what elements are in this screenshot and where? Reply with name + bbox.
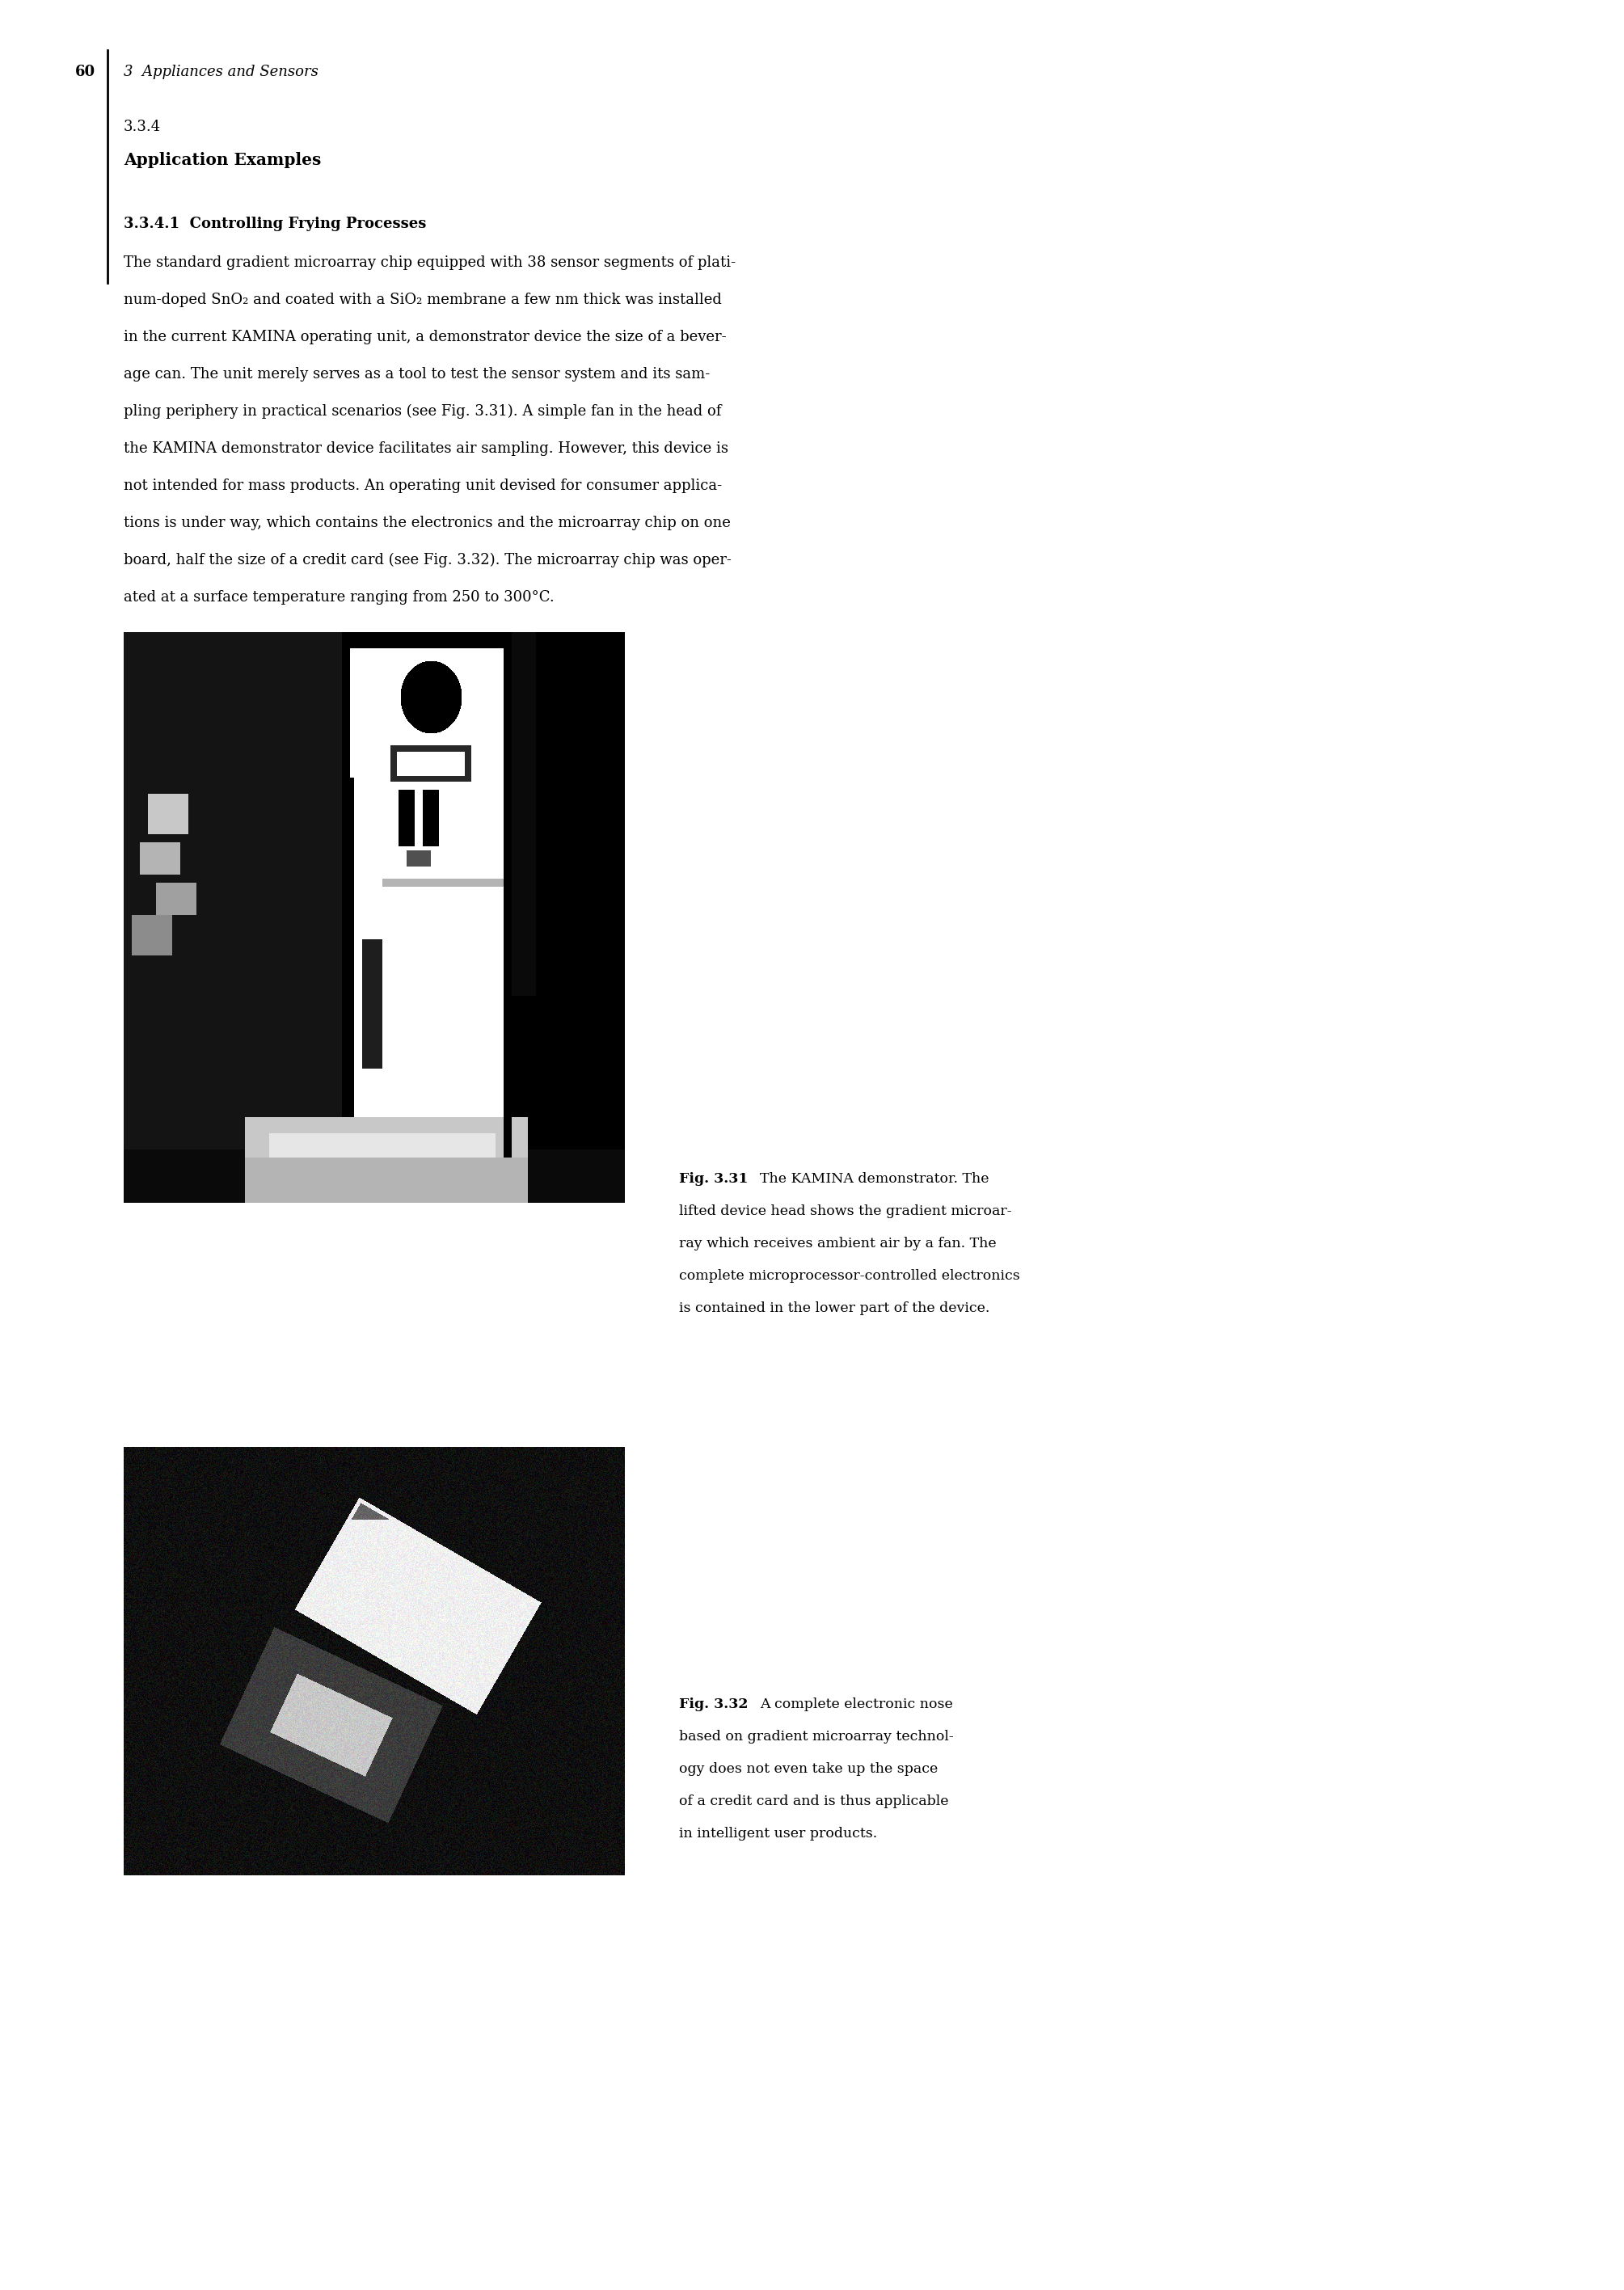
Text: tions is under way, which contains the electronics and the microarray chip on on: tions is under way, which contains the e… (123, 515, 731, 531)
Text: based on gradient microarray technol-: based on gradient microarray technol- (679, 1729, 953, 1743)
Text: Fig. 3.31: Fig. 3.31 (679, 1172, 749, 1186)
Text: num-doped SnO₂ and coated with a SiO₂ membrane a few nm thick was installed: num-doped SnO₂ and coated with a SiO₂ me… (123, 293, 721, 307)
Text: lifted device head shows the gradient microar-: lifted device head shows the gradient mi… (679, 1205, 1012, 1218)
Text: pling periphery in practical scenarios (see Fig. 3.31). A simple fan in the head: pling periphery in practical scenarios (… (123, 403, 721, 419)
Text: not intended for mass products. An operating unit devised for consumer applica-: not intended for mass products. An opera… (123, 479, 723, 492)
Text: 3  Appliances and Sensors: 3 Appliances and Sensors (123, 64, 318, 80)
Text: A complete electronic nose: A complete electronic nose (760, 1697, 953, 1711)
Text: is contained in the lower part of the device.: is contained in the lower part of the de… (679, 1301, 989, 1314)
Text: ogy does not even take up the space: ogy does not even take up the space (679, 1763, 939, 1777)
Text: Application Examples: Application Examples (123, 151, 322, 167)
Text: ated at a surface temperature ranging from 250 to 300°C.: ated at a surface temperature ranging fr… (123, 591, 554, 605)
Text: The standard gradient microarray chip equipped with 38 sensor segments of plati-: The standard gradient microarray chip eq… (123, 256, 736, 270)
Text: 3.3.4: 3.3.4 (123, 119, 161, 135)
Text: complete microprocessor-controlled electronics: complete microprocessor-controlled elect… (679, 1269, 1020, 1282)
Text: the KAMINA demonstrator device facilitates air sampling. However, this device is: the KAMINA demonstrator device facilitat… (123, 442, 728, 456)
Text: in the current KAMINA operating unit, a demonstrator device the size of a bever-: in the current KAMINA operating unit, a … (123, 330, 726, 343)
Text: board, half the size of a credit card (see Fig. 3.32). The microarray chip was o: board, half the size of a credit card (s… (123, 552, 731, 568)
Text: in intelligent user products.: in intelligent user products. (679, 1827, 877, 1841)
Text: age can. The unit merely serves as a tool to test the sensor system and its sam-: age can. The unit merely serves as a too… (123, 366, 710, 382)
Text: The KAMINA demonstrator. The: The KAMINA demonstrator. The (760, 1172, 989, 1186)
Text: 60: 60 (75, 64, 96, 80)
Text: Fig. 3.32: Fig. 3.32 (679, 1697, 749, 1711)
Text: of a credit card and is thus applicable: of a credit card and is thus applicable (679, 1795, 948, 1809)
Text: 3.3.4.1  Controlling Frying Processes: 3.3.4.1 Controlling Frying Processes (123, 218, 427, 231)
Text: ray which receives ambient air by a fan. The: ray which receives ambient air by a fan.… (679, 1237, 997, 1250)
